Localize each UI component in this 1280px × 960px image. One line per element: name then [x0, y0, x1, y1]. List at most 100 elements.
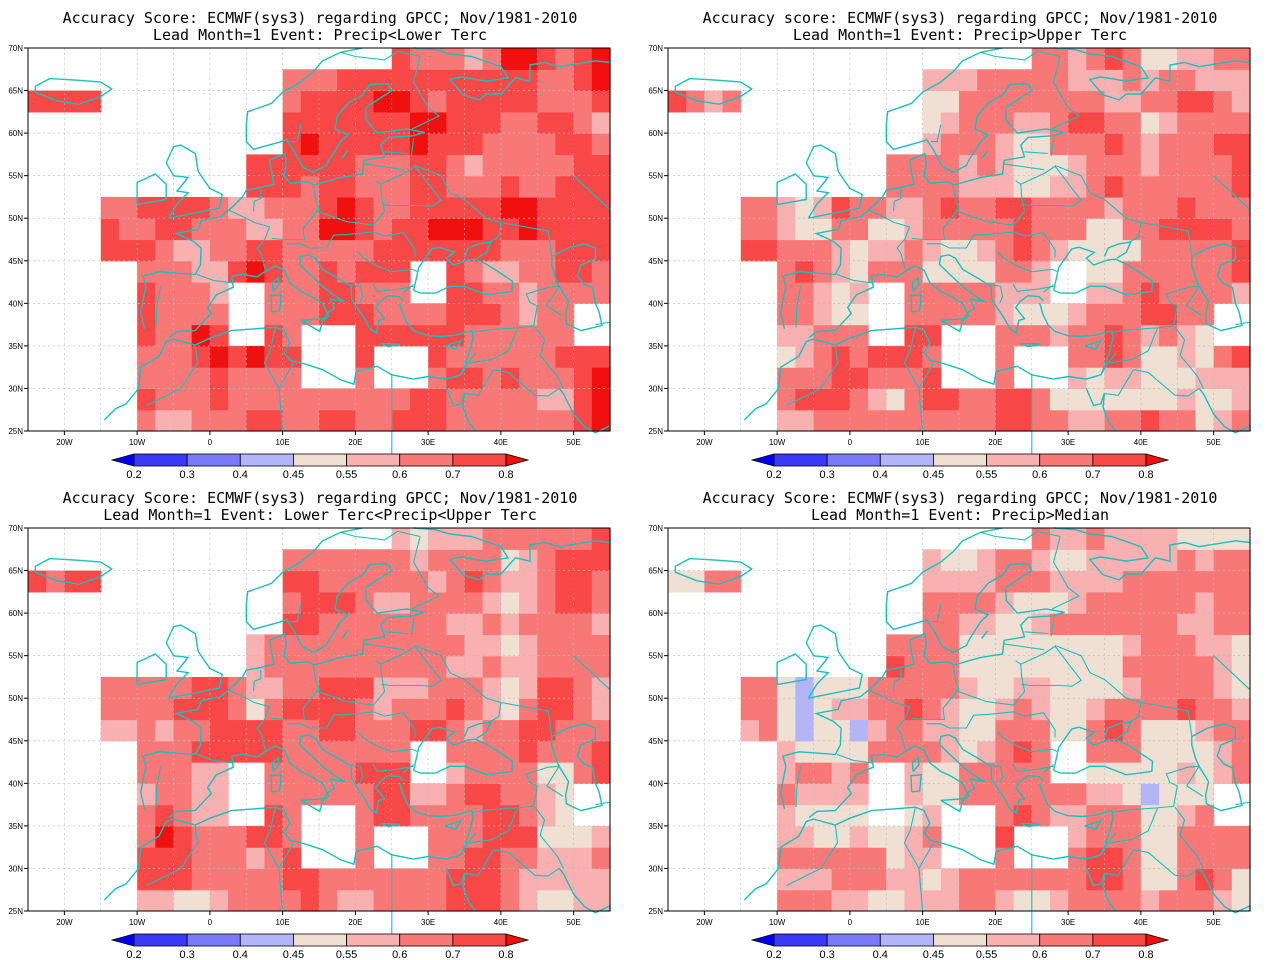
field-cell [355, 239, 375, 262]
field-cell [337, 570, 356, 593]
field-cell [409, 804, 429, 827]
field-cell [922, 804, 942, 827]
field-cell [446, 260, 466, 283]
field-cell [464, 719, 484, 742]
field-cell [1140, 825, 1160, 848]
field-cell [1231, 367, 1251, 390]
field-cell [849, 409, 869, 432]
field-cell [209, 719, 229, 742]
field-cell [1231, 591, 1251, 614]
field-cell [722, 570, 742, 593]
field-cell [1013, 591, 1033, 614]
field-cell [813, 260, 833, 283]
coastline [805, 624, 863, 699]
field-cell [849, 367, 869, 390]
field-cell [940, 90, 960, 113]
country-border [500, 701, 553, 737]
field-cell [868, 698, 887, 721]
coastline [780, 47, 1065, 330]
country-border [1051, 536, 1081, 610]
country-border [286, 711, 374, 729]
y-tick-label: 40N [648, 299, 663, 308]
coastlines [674, 527, 1251, 937]
field-cell [555, 655, 575, 678]
field-cell [391, 388, 411, 411]
field-cell [500, 847, 520, 870]
field-cell [355, 175, 375, 198]
field-cell [118, 719, 138, 742]
field-cell [995, 175, 1015, 198]
field-cell [1213, 133, 1233, 155]
field-cell [1159, 239, 1178, 262]
field-cell [1104, 591, 1124, 614]
field-cell [795, 239, 815, 262]
field-cell [849, 698, 869, 721]
field-cell [446, 154, 466, 177]
field-cell [537, 762, 557, 784]
field-cell [777, 282, 796, 304]
field-cell [959, 655, 978, 678]
field-cell [337, 719, 356, 742]
colorbar-label: 0.6 [392, 469, 407, 481]
field-cell [1122, 133, 1142, 155]
country-border [278, 842, 294, 912]
country-border [271, 664, 320, 721]
field-cell [1231, 570, 1251, 593]
field-cell [464, 218, 484, 241]
colorbar-swatch [933, 933, 987, 947]
field-cell [191, 367, 211, 390]
field-cell [537, 239, 557, 262]
field-cell [904, 868, 924, 891]
country-border [926, 231, 1014, 249]
colorbar-label: 0.45 [283, 469, 304, 481]
field-cell [300, 196, 320, 219]
field-cell [1068, 239, 1087, 262]
y-tick-label: 35N [648, 342, 663, 351]
field-cell [959, 175, 978, 198]
country-border [911, 184, 960, 241]
field-cell [500, 825, 520, 848]
country-border [350, 284, 364, 304]
field-cell [337, 111, 356, 134]
field-cell [537, 260, 557, 283]
field-cell [391, 591, 411, 614]
field-cell [482, 111, 502, 134]
field-cell [537, 889, 557, 912]
field-cell [519, 196, 538, 219]
field-cell [82, 570, 102, 593]
field-cell [282, 90, 302, 113]
field-cell [1159, 634, 1178, 657]
field-cell [1140, 133, 1160, 155]
field-cell [1031, 260, 1051, 283]
field-cell [813, 868, 833, 891]
country-border [892, 670, 902, 692]
coastline [981, 630, 988, 640]
colorbar-swatch [239, 453, 294, 467]
field-cell [246, 345, 266, 368]
field-cell [555, 218, 575, 241]
field-cell [1049, 69, 1069, 92]
field-cell [868, 367, 887, 390]
field-cell [264, 676, 284, 699]
field-cell [209, 847, 229, 870]
field-cell [849, 218, 869, 241]
field-cell [464, 570, 484, 593]
y-tick-label: 25N [8, 907, 23, 916]
field-cell [1104, 239, 1124, 262]
colorbar-swatch [1092, 933, 1147, 947]
field-cell [282, 570, 302, 593]
field-cell [1104, 847, 1124, 870]
field-cell [319, 740, 338, 763]
field-cell [1213, 111, 1233, 134]
field-cell [246, 698, 266, 721]
field-cell [555, 239, 575, 262]
field-cell [1031, 740, 1051, 763]
field-cell [1013, 634, 1033, 657]
field-cell [904, 740, 924, 763]
field-cell [1140, 239, 1160, 262]
field-cell [355, 303, 375, 326]
panel-title-line1: Accuracy Score: ECMWF(sys3) regarding GP… [62, 9, 578, 27]
field-cell [940, 69, 960, 92]
field-cell [500, 783, 520, 806]
field-cell [1140, 804, 1160, 827]
